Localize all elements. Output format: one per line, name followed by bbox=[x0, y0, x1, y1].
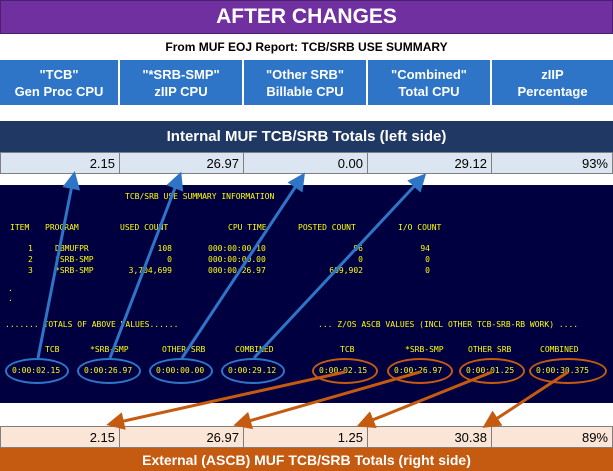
screen-header-posted: POSTED COUNT bbox=[298, 223, 356, 232]
column-header-line1: "Combined" bbox=[391, 66, 467, 82]
highlight-oval-right-combined bbox=[529, 358, 607, 384]
screen-cell: 96 bbox=[353, 244, 363, 253]
screen-total-label: OTHER SRB bbox=[162, 345, 206, 354]
screen-cell: 000:00:00.00 bbox=[208, 255, 266, 264]
column-header-line1: "TCB" bbox=[39, 66, 79, 82]
column-header-line1: "*SRB-SMP" bbox=[142, 66, 220, 82]
screen-cell: 1 bbox=[28, 244, 33, 253]
screen-cell: 609,902 bbox=[329, 266, 363, 275]
screen-cell: 3 bbox=[28, 266, 33, 275]
screen-cell: DBMUFPR bbox=[55, 244, 89, 253]
internal-values-row: 2.15 26.97 0.00 29.12 93% bbox=[0, 152, 613, 174]
internal-value-tcb: 2.15 bbox=[0, 152, 120, 174]
highlight-oval-left-tcb bbox=[5, 358, 69, 384]
screen-header-cpu: CPU TIME bbox=[228, 223, 267, 232]
highlight-oval-left-other-srb bbox=[149, 358, 213, 384]
screen-header-program: PROGRAM bbox=[45, 223, 79, 232]
screen-left-totals-label: ....... TOTALS OF ABOVE VALUES...... bbox=[5, 320, 179, 329]
column-header-line2: Gen Proc CPU bbox=[14, 83, 104, 99]
highlight-oval-right-srb-smp bbox=[387, 358, 453, 384]
screen-header-item: ITEM bbox=[10, 223, 30, 232]
screen-total-label: COMBINED bbox=[540, 345, 579, 354]
column-header-line1: zIIP bbox=[541, 66, 564, 82]
screen-cell: 0 bbox=[358, 255, 363, 264]
highlight-oval-left-combined bbox=[221, 358, 285, 384]
column-header-line2: Total CPU bbox=[398, 83, 460, 99]
arrow-right-other-srb bbox=[356, 370, 493, 428]
report-subtitle: From MUF EOJ Report: TCB/SRB USE SUMMARY bbox=[0, 34, 613, 60]
banner-title: AFTER CHANGES bbox=[0, 0, 613, 34]
terminal-screen: TCB/SRB USE SUMMARY INFORMATION ITEM PRO… bbox=[0, 185, 613, 403]
arrow-left-srb-smp bbox=[108, 171, 184, 359]
external-value-srb-smp: 26.97 bbox=[120, 426, 244, 448]
column-header-line1: "Other SRB" bbox=[265, 66, 345, 82]
column-header-line2: zIIP CPU bbox=[154, 83, 208, 99]
screen-dot: . bbox=[8, 294, 13, 303]
column-header-row: "TCB" Gen Proc CPU "*SRB-SMP" zIIP CPU "… bbox=[0, 60, 613, 105]
screen-cell: 108 bbox=[157, 244, 172, 253]
column-header-tcb: "TCB" Gen Proc CPU bbox=[0, 60, 120, 105]
external-totals-title: External (ASCB) MUF TCB/SRB Totals (righ… bbox=[0, 448, 613, 471]
external-value-combined: 30.38 bbox=[368, 426, 492, 448]
column-header-combined: "Combined" Total CPU bbox=[368, 60, 492, 105]
internal-value-other-srb: 0.00 bbox=[244, 152, 368, 174]
external-values-row: 2.15 26.97 1.25 30.38 89% bbox=[0, 426, 613, 448]
screen-total-label: OTHER SRB bbox=[468, 345, 512, 354]
screen-total-label: *SRB-SMP bbox=[90, 345, 129, 354]
internal-value-combined: 29.12 bbox=[368, 152, 492, 174]
internal-totals-title: Internal MUF TCB/SRB Totals (left side) bbox=[0, 121, 613, 152]
screen-cell: 3,704,699 bbox=[128, 266, 172, 275]
arrow-right-combined bbox=[482, 370, 569, 428]
screen-cell: 94 bbox=[420, 244, 430, 253]
screen-dot: . bbox=[8, 284, 13, 293]
screen-total-label: TCB bbox=[340, 345, 355, 354]
column-header-line2: Percentage bbox=[517, 83, 588, 99]
highlight-oval-right-tcb bbox=[312, 358, 378, 384]
screen-cell: 0 bbox=[425, 255, 430, 264]
screen-cell: 000:00:26.97 bbox=[208, 266, 266, 275]
screen-right-totals-label: ... Z/OS ASCB VALUES (INCL OTHER TCB-SRB… bbox=[318, 320, 579, 329]
column-header-ziip-pct: zIIP Percentage bbox=[492, 60, 613, 105]
arrow-right-srb-smp bbox=[233, 370, 421, 430]
screen-cell: 2 bbox=[28, 255, 33, 264]
screen-total-label: TCB bbox=[45, 345, 60, 354]
column-header-other-srb: "Other SRB" Billable CPU bbox=[244, 60, 368, 105]
column-header-srb-smp: "*SRB-SMP" zIIP CPU bbox=[120, 60, 244, 105]
highlight-oval-left-srb-smp bbox=[77, 358, 141, 384]
screen-header-used: USED COUNT bbox=[120, 223, 169, 232]
external-value-tcb: 2.15 bbox=[0, 426, 120, 448]
column-header-line2: Billable CPU bbox=[266, 83, 344, 99]
arrow-right-tcb bbox=[106, 370, 346, 430]
arrow-left-combined bbox=[252, 173, 427, 360]
screen-header-io: I/O COUNT bbox=[398, 223, 442, 232]
arrow-left-other-srb bbox=[180, 172, 305, 359]
screen-total-label: COMBINED bbox=[235, 345, 274, 354]
screen-cell: 000:00:00.10 bbox=[208, 244, 266, 253]
screen-cell: *SRB-SMP bbox=[55, 266, 94, 275]
screen-total-label: *SRB-SMP bbox=[405, 345, 444, 354]
arrow-left-tcb bbox=[36, 171, 81, 359]
highlight-oval-right-other-srb bbox=[459, 358, 525, 384]
screen-cell: 0 bbox=[167, 255, 172, 264]
screen-cell: *SRB-SMP bbox=[55, 255, 94, 264]
external-value-other-srb: 1.25 bbox=[244, 426, 368, 448]
screen-cell: 0 bbox=[425, 266, 430, 275]
external-value-ziip-pct: 89% bbox=[492, 426, 613, 448]
